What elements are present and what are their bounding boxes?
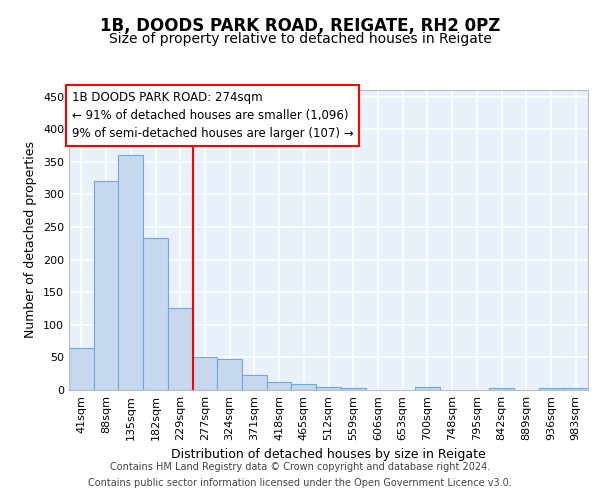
X-axis label: Distribution of detached houses by size in Reigate: Distribution of detached houses by size … (171, 448, 486, 462)
Text: Contains HM Land Registry data © Crown copyright and database right 2024.: Contains HM Land Registry data © Crown c… (110, 462, 490, 472)
Bar (316, 386, 341, 390)
Text: Size of property relative to detached houses in Reigate: Size of property relative to detached ho… (109, 32, 491, 46)
Bar (539, 388, 563, 390)
Bar (563, 388, 588, 390)
Text: 1B DOODS PARK ROAD: 274sqm
← 91% of detached houses are smaller (1,096)
9% of se: 1B DOODS PARK ROAD: 274sqm ← 91% of deta… (71, 90, 353, 140)
Bar (415, 388, 440, 390)
Bar (242, 375, 267, 390)
Bar (341, 388, 365, 390)
Bar (489, 388, 514, 390)
Bar (217, 358, 242, 390)
Bar (143, 238, 168, 390)
Bar (94, 182, 118, 390)
Bar (292, 384, 316, 390)
Bar (168, 308, 193, 390)
Y-axis label: Number of detached properties: Number of detached properties (25, 142, 37, 338)
Bar (69, 348, 94, 390)
Text: Contains public sector information licensed under the Open Government Licence v3: Contains public sector information licen… (88, 478, 512, 488)
Bar (267, 382, 292, 390)
Bar (118, 155, 143, 390)
Text: 1B, DOODS PARK ROAD, REIGATE, RH2 0PZ: 1B, DOODS PARK ROAD, REIGATE, RH2 0PZ (100, 18, 500, 36)
Bar (193, 358, 217, 390)
